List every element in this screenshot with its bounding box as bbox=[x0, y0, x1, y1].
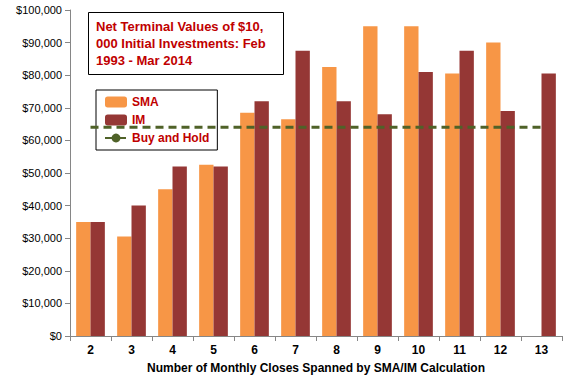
svg-text:IM: IM bbox=[132, 113, 145, 127]
svg-text:SMA: SMA bbox=[132, 95, 159, 109]
svg-text:10: 10 bbox=[412, 343, 426, 357]
svg-text:4: 4 bbox=[169, 343, 176, 357]
svg-text:Buy and Hold: Buy and Hold bbox=[132, 131, 209, 145]
svg-text:$30,000: $30,000 bbox=[22, 232, 62, 244]
svg-text:1993 - Mar 2014: 1993 - Mar 2014 bbox=[96, 53, 193, 68]
svg-text:$50,000: $50,000 bbox=[22, 167, 62, 179]
svg-text:7: 7 bbox=[292, 343, 299, 357]
svg-text:$90,000: $90,000 bbox=[22, 37, 62, 49]
svg-text:000 Initial Investments: Feb: 000 Initial Investments: Feb bbox=[96, 36, 269, 51]
svg-text:12: 12 bbox=[494, 343, 508, 357]
svg-text:Net Terminal Values of $10,: Net Terminal Values of $10, bbox=[96, 19, 263, 34]
svg-text:$80,000: $80,000 bbox=[22, 69, 62, 81]
svg-text:$60,000: $60,000 bbox=[22, 134, 62, 146]
svg-text:$100,000: $100,000 bbox=[16, 4, 62, 16]
svg-text:$70,000: $70,000 bbox=[22, 102, 62, 114]
svg-text:$0: $0 bbox=[50, 330, 62, 342]
svg-text:2: 2 bbox=[87, 343, 94, 357]
svg-text:8: 8 bbox=[333, 343, 340, 357]
svg-text:13: 13 bbox=[535, 343, 549, 357]
svg-text:9: 9 bbox=[374, 343, 381, 357]
svg-text:5: 5 bbox=[210, 343, 217, 357]
svg-text:$40,000: $40,000 bbox=[22, 200, 62, 212]
svg-text:$10,000: $10,000 bbox=[22, 297, 62, 309]
svg-text:$20,000: $20,000 bbox=[22, 265, 62, 277]
svg-text:3: 3 bbox=[128, 343, 135, 357]
svg-text:11: 11 bbox=[453, 343, 466, 357]
svg-text:Number of Monthly Closes Spann: Number of Monthly Closes Spanned by SMA/… bbox=[147, 361, 485, 375]
svg-text:6: 6 bbox=[251, 343, 258, 357]
